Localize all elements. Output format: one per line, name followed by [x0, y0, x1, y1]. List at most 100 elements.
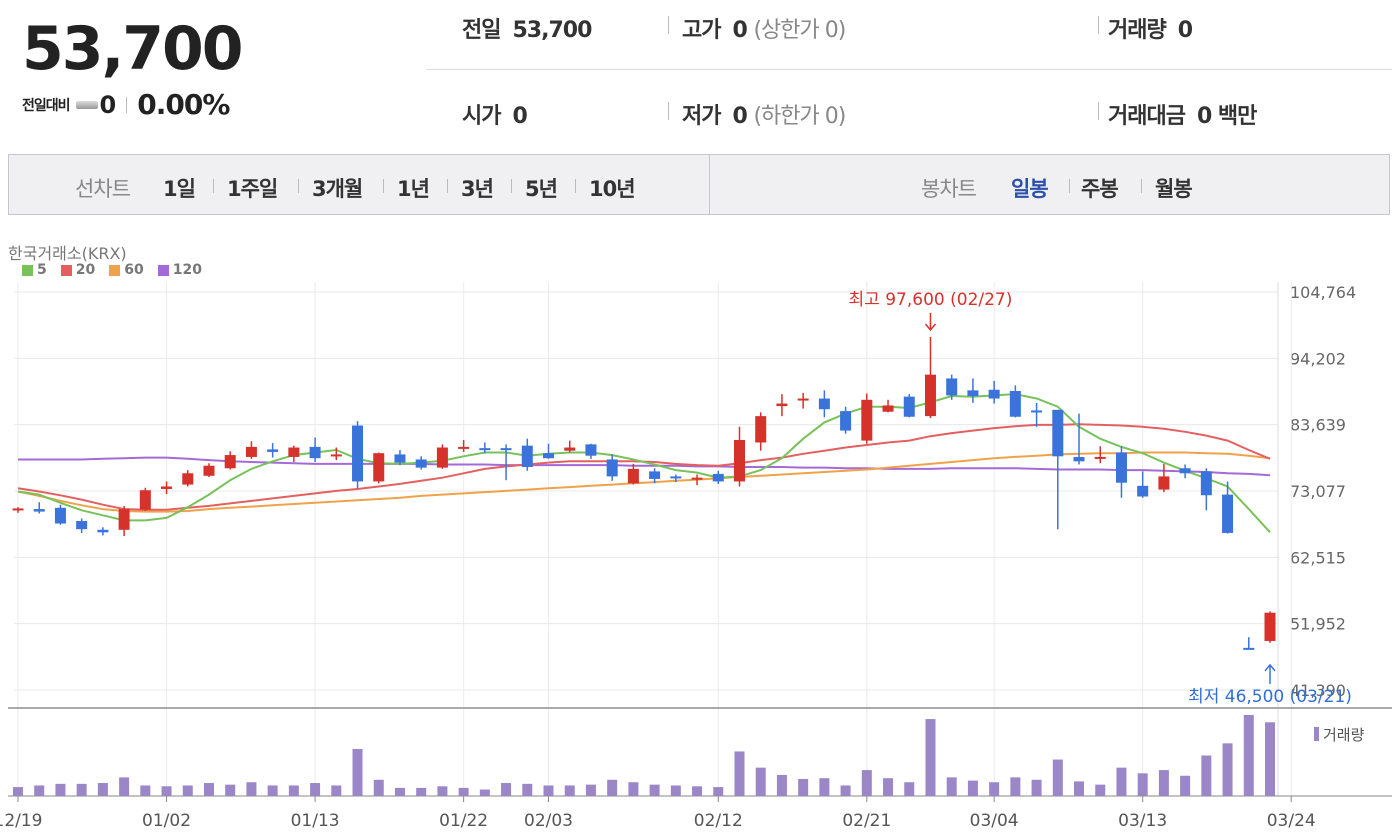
period-1w[interactable]: 1주일 — [227, 177, 278, 201]
volume-bar — [331, 785, 342, 796]
divider — [1098, 16, 1099, 34]
volume-bar — [373, 779, 384, 796]
volume-bar — [543, 785, 554, 796]
y-tick-label: 94,202 — [1290, 349, 1346, 368]
x-tick-label: 03/04 — [970, 811, 1019, 831]
candle-body — [267, 449, 279, 452]
candle-body — [288, 447, 300, 457]
candle-body — [924, 374, 936, 417]
legend-ma60: 60 — [109, 262, 144, 278]
volume-bar — [479, 789, 490, 796]
volume-bar — [692, 786, 703, 796]
exchange-label: 한국거래소(KRX) — [8, 244, 127, 263]
period-10y[interactable]: 10년 — [589, 177, 636, 201]
volume-bar — [967, 780, 978, 796]
candle-body — [840, 411, 852, 431]
divider — [668, 16, 669, 34]
volume-bar — [776, 774, 787, 796]
volume-bar — [437, 786, 448, 796]
volume-bar — [1243, 715, 1254, 796]
candle-body — [649, 471, 661, 479]
candle-body — [585, 444, 597, 456]
volume-bar — [989, 782, 1000, 796]
candle-body — [670, 476, 682, 479]
volume-bar — [225, 784, 236, 796]
candle-monthly[interactable]: 월봉 — [1155, 177, 1193, 201]
volume-bar — [734, 751, 745, 796]
legend-ma120: 120 — [157, 262, 202, 278]
high-annotation: 최고 97,600 (02/27) — [849, 290, 1013, 310]
volume-bar — [1052, 759, 1063, 796]
volume-bar — [861, 770, 872, 796]
volume-bar — [840, 785, 851, 796]
volume-bar — [1180, 775, 1191, 796]
candle-body — [161, 486, 173, 489]
candle-body — [1158, 476, 1170, 490]
volume-bar — [416, 787, 427, 796]
candle-body — [139, 490, 151, 510]
candle-body — [882, 405, 894, 412]
candle-body — [500, 448, 512, 451]
volume-bar — [161, 786, 172, 796]
period-1y[interactable]: 1년 — [397, 177, 430, 201]
volume-bar — [246, 782, 257, 796]
candle-body — [415, 459, 427, 468]
candle-body — [118, 509, 130, 530]
volume-bar — [288, 785, 299, 796]
volume-bar — [819, 778, 830, 796]
volume-bar — [904, 782, 915, 796]
volume-bar — [1137, 773, 1148, 796]
candle-body — [182, 473, 194, 485]
volume-legend-swatch — [1314, 727, 1319, 741]
candle-body — [946, 378, 958, 396]
candle-body — [436, 447, 448, 468]
volume-bar — [352, 749, 363, 796]
candle-body — [33, 509, 45, 512]
volume-bar — [564, 785, 575, 796]
volume-bar — [1222, 743, 1233, 796]
x-tick-label: 01/22 — [439, 811, 488, 831]
change-row: 전일대비 0 0.00% — [22, 88, 230, 121]
candle-body — [1073, 456, 1085, 462]
x-tick-label: 12/19 — [0, 811, 43, 831]
candle-body — [606, 459, 618, 477]
volume-bar — [1010, 777, 1021, 796]
change-label: 전일대비 — [22, 97, 71, 114]
volume-bar — [670, 785, 681, 796]
volume-bar — [310, 783, 321, 796]
candle-body — [1243, 647, 1255, 650]
candle-body — [1115, 452, 1127, 483]
volume-bar — [76, 783, 87, 796]
candle-body — [818, 398, 830, 410]
x-tick-label: 03/24 — [1267, 811, 1316, 831]
volume-bar — [394, 787, 405, 796]
period-3m[interactable]: 3개월 — [312, 177, 363, 201]
volume-bar — [501, 783, 512, 796]
period-5y[interactable]: 5년 — [525, 177, 558, 201]
volume-bar — [1074, 781, 1085, 796]
candle-daily[interactable]: 일봉 — [1011, 177, 1049, 201]
candle-body — [373, 453, 385, 482]
candle-body — [691, 477, 703, 480]
divider — [668, 102, 669, 120]
candle-body — [394, 454, 406, 463]
volume-bar — [713, 787, 724, 796]
ma5-line — [17, 393, 1271, 533]
period-1d[interactable]: 1일 — [163, 177, 196, 201]
volume-bar — [883, 778, 894, 796]
candle-body — [54, 507, 66, 524]
candle-body — [627, 468, 639, 484]
candle-body — [458, 446, 470, 449]
y-tick-label: 104,764 — [1290, 283, 1356, 302]
candle-body — [564, 447, 576, 451]
candle-body — [76, 521, 88, 530]
candle-weekly[interactable]: 주봉 — [1081, 177, 1119, 201]
volume-bar — [1158, 770, 1169, 796]
period-3y[interactable]: 3년 — [461, 177, 494, 201]
candle-body — [1137, 485, 1149, 497]
candle-body — [1200, 471, 1212, 496]
volume-bar — [798, 778, 809, 796]
current-price: 53,700 — [22, 14, 244, 84]
y-tick-label: 83,639 — [1290, 416, 1346, 435]
